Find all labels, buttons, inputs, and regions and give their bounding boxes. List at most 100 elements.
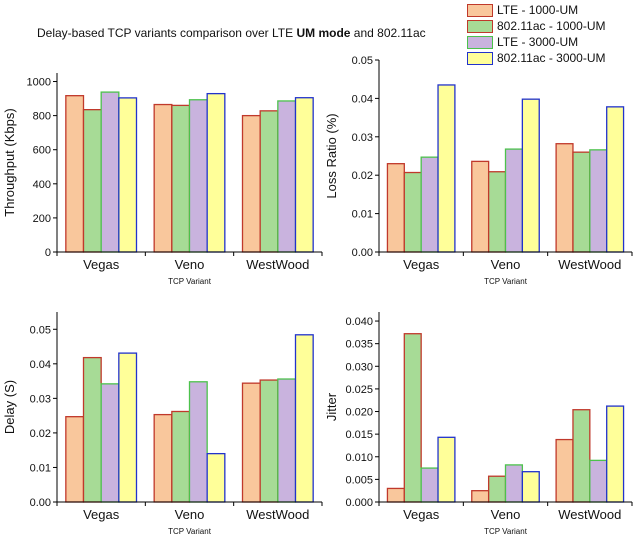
y-tick-label: 0.05 [30, 324, 51, 336]
x-tick-label: WestWood [558, 507, 621, 522]
legend-label: LTE - 1000-UM [497, 3, 579, 17]
y-tick-label: 0.040 [345, 316, 373, 328]
bar [206, 92, 226, 253]
bar [241, 382, 261, 503]
bar [259, 379, 279, 503]
y-tick-label: 0.01 [30, 462, 51, 474]
bar [294, 334, 314, 503]
bar [277, 100, 297, 253]
y-tick-label: 0.000 [345, 497, 373, 509]
bar [82, 109, 102, 253]
x-tick-label: Veno [175, 257, 205, 272]
y-tick-label: 0.05 [352, 55, 373, 67]
bar [555, 438, 574, 503]
x-axis-label: TCP Variant [168, 527, 212, 536]
bar [65, 95, 85, 253]
figure-title-suffix: and 802.11ac [350, 26, 426, 40]
x-tick-label: Veno [175, 507, 205, 522]
y-tick-label: 0.01 [352, 209, 373, 221]
bar [471, 490, 490, 503]
bar [403, 333, 422, 503]
y-tick-label: 600 [33, 145, 51, 157]
bar [504, 464, 524, 503]
x-axis-label: TCP Variant [484, 527, 528, 536]
chart-panel: 0 200 400 600 800 1000 Vegas Veno WestWood TCP Va… [2, 73, 323, 286]
bar [100, 383, 120, 503]
bar [277, 378, 297, 503]
x-tick-label: WestWood [246, 257, 309, 272]
bar [241, 114, 261, 253]
bar [118, 97, 138, 253]
chart-panel: 0.00 0.01 0.02 0.03 0.04 0.05 Vegas Veno WestWoo… [2, 312, 323, 536]
legend-swatch [467, 51, 493, 65]
y-tick-label: 200 [33, 213, 51, 225]
legend-item: LTE - 1000-UM [467, 2, 606, 18]
bar [171, 410, 191, 503]
figure-title-prefix: Delay-based TCP variants comparison over… [37, 26, 297, 40]
y-tick-label: 0.035 [345, 339, 373, 351]
x-tick-label: Vegas [83, 507, 120, 522]
y-tick-label: 0.03 [30, 393, 51, 405]
bar [572, 151, 591, 253]
legend-item: 802.11ac - 3000-UM [467, 50, 606, 66]
bar [118, 352, 138, 503]
bar [521, 98, 540, 253]
legend-swatch [467, 19, 493, 33]
y-tick-label: 0.020 [345, 407, 373, 419]
y-tick-label: 0.03 [352, 132, 373, 144]
y-tick-label: 0.015 [345, 429, 373, 441]
bar [386, 163, 405, 253]
bar [420, 467, 439, 503]
y-axis-label: Delay (S) [2, 380, 17, 434]
bar [206, 452, 226, 503]
y-tick-label: 0.030 [345, 361, 373, 373]
bar [188, 99, 208, 253]
x-tick-label: WestWood [246, 507, 309, 522]
y-tick-label: 0 [45, 247, 51, 259]
y-tick-label: 0.04 [30, 359, 51, 371]
y-tick-label: 400 [33, 179, 51, 191]
y-tick-label: 0.04 [352, 93, 373, 105]
y-tick-label: 0.00 [30, 497, 51, 509]
bar [487, 171, 507, 253]
x-axis-label: TCP Variant [484, 277, 528, 286]
x-tick-label: Vegas [403, 257, 440, 272]
y-tick-label: 0.025 [345, 384, 373, 396]
bar [504, 148, 524, 253]
y-tick-label: 1000 [27, 77, 51, 89]
bar [420, 156, 439, 253]
y-axis-label: Jitter [324, 392, 339, 421]
x-tick-label: Vegas [83, 257, 120, 272]
figure-title: Delay-based TCP variants comparison over… [37, 26, 426, 40]
y-tick-label: 0.02 [30, 428, 51, 440]
x-tick-label: Veno [491, 257, 521, 272]
bar [294, 97, 314, 253]
legend-swatch [467, 3, 493, 17]
bar [171, 104, 191, 253]
bar [386, 487, 405, 503]
y-axis-label: Loss Ratio (%) [324, 113, 339, 198]
y-tick-label: 0.010 [345, 452, 373, 464]
bar [259, 110, 279, 253]
legend-item: 802.11ac - 1000-UM [467, 18, 606, 34]
y-axis-label: Throughput (Kbps) [2, 108, 17, 216]
bar [606, 405, 625, 503]
legend-label: LTE - 3000-UM [497, 35, 579, 49]
x-tick-label: WestWood [558, 257, 621, 272]
legend-item: LTE - 3000-UM [467, 34, 606, 50]
y-tick-label: 800 [33, 111, 51, 123]
legend-label: 802.11ac - 3000-UM [497, 51, 606, 65]
bar [153, 103, 173, 253]
bar [572, 409, 591, 503]
bar [65, 416, 85, 503]
y-tick-label: 0.02 [352, 170, 373, 182]
chart-panel: 0.00 0.01 0.02 0.03 0.04 0.05 Vegas Veno WestWoo… [324, 55, 633, 286]
bar [487, 475, 507, 503]
x-tick-label: Vegas [403, 507, 440, 522]
bar [403, 171, 422, 253]
legend-label: 802.11ac - 1000-UM [497, 19, 606, 33]
bar [589, 459, 608, 503]
bar [589, 149, 608, 253]
figure-title-bold: UM mode [296, 26, 351, 40]
